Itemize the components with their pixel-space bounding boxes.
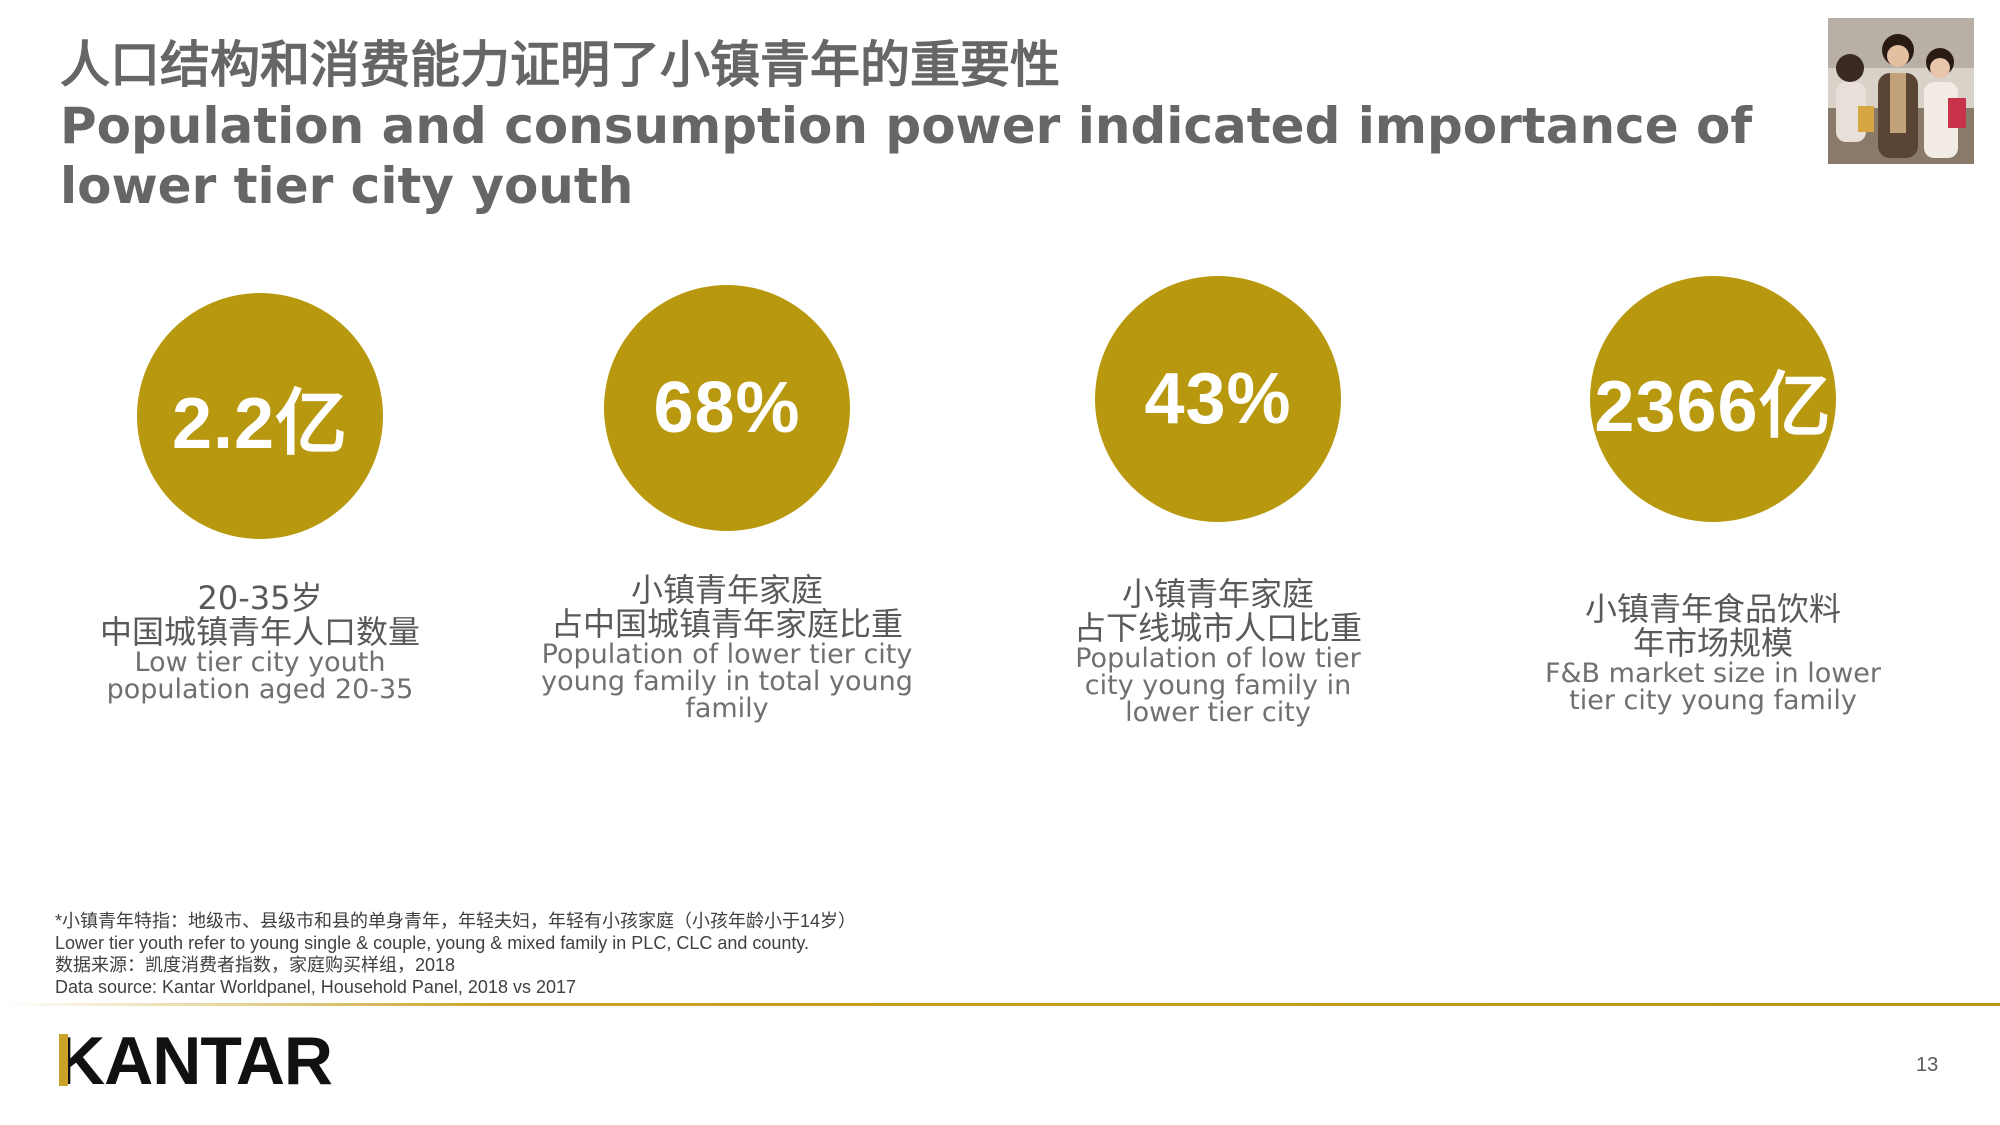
stat-desc-en-line: lower tier city <box>1125 697 1311 728</box>
stat-desc-en-line: Low tier city youth <box>134 647 386 678</box>
stat-desc-cn-line: 占下线城市人口比重 <box>1073 609 1362 647</box>
stat-circle: 43% <box>1095 276 1341 522</box>
stat-card-market-size: 2366亿 小镇青年食品饮料 年市场规模 F&B market size in … <box>1453 276 1973 714</box>
stat-desc-en-line: Population of low tier <box>1075 643 1361 674</box>
title-english: Population and consumption power indicat… <box>60 97 1753 215</box>
stat-desc-cn-line: 小镇青年家庭 <box>1121 575 1314 613</box>
stat-value: 43% <box>1144 359 1292 439</box>
stat-desc-en-line: city young family in <box>1084 670 1352 701</box>
logo-accent-bar <box>59 1034 68 1086</box>
footnote: *小镇青年特指：地级市、县级市和县的单身青年，年轻夫妇，年轻有小孩家庭（小孩年龄… <box>55 910 856 998</box>
stat-desc-cn-line: 小镇青年家庭 <box>630 571 823 609</box>
stat-desc-cn-line: 年市场规模 <box>1632 624 1793 662</box>
stat-circle: 68% <box>604 285 850 531</box>
stat-card-population: 2.2亿 20-35岁 中国城镇青年人口数量 Low tier city you… <box>0 293 520 703</box>
stat-value: 2.2亿 <box>171 383 349 464</box>
stat-desc-en-line: young family in total young <box>541 666 913 697</box>
stat-desc-en-line: population aged 20-35 <box>106 674 414 705</box>
stat-desc-en-line: Population of lower tier city <box>541 639 913 670</box>
stat-desc-cn-line: 20-35岁 <box>197 579 323 617</box>
page-number: 13 <box>1916 1054 1939 1076</box>
stat-card-city-share: 43% 小镇青年家庭 占下线城市人口比重 Population of low t… <box>958 276 1478 726</box>
people-shopping-photo <box>1828 18 1974 164</box>
title-chinese: 人口结构和消费能力证明了小镇青年的重要性 <box>60 36 1060 94</box>
stat-desc-en-line: tier city young family <box>1569 685 1857 716</box>
stat-value: 68% <box>653 368 801 448</box>
stat-desc-en-line: F&B market size in lower <box>1544 658 1882 689</box>
stat-circle: 2366亿 <box>1590 276 1836 522</box>
footnote-line: *小镇青年特指：地级市、县级市和县的单身青年，年轻夫妇，年轻有小孩家庭（小孩年龄… <box>55 911 857 931</box>
stat-circle: 2.2亿 <box>137 293 383 539</box>
stat-desc-cn-line: 占中国城镇青年家庭比重 <box>550 605 903 643</box>
footnote-line: 数据来源：凯度消费者指数，家庭购买样组，2018 <box>55 955 456 975</box>
footer-divider <box>0 1003 2000 1006</box>
kantar-logo: KANTAR <box>56 1023 333 1099</box>
stat-desc-cn-line: 小镇青年食品饮料 <box>1584 590 1841 628</box>
stat-card-family-share: 68% 小镇青年家庭 占中国城镇青年家庭比重 Population of low… <box>467 285 987 722</box>
footnote-line: Data source: Kantar Worldpanel, Househol… <box>55 977 576 997</box>
stat-value: 2366亿 <box>1594 366 1832 447</box>
stat-desc-cn-line: 中国城镇青年人口数量 <box>99 613 420 651</box>
footnote-line: Lower tier youth refer to young single &… <box>55 933 810 953</box>
slide-title: 人口结构和消费能力证明了小镇青年的重要性 Population and cons… <box>60 34 1780 216</box>
stat-desc-en-line: family <box>685 693 769 724</box>
